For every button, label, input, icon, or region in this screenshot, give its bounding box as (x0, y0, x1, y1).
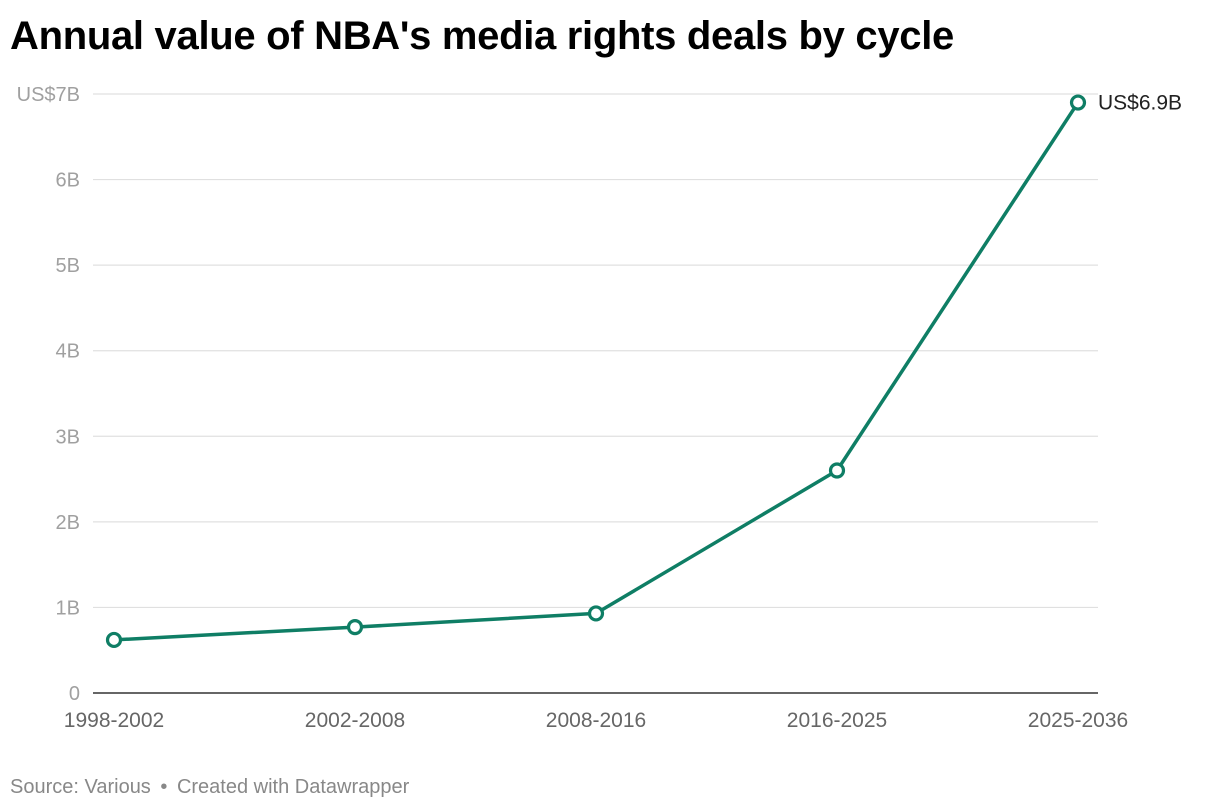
y-tick-label: 1B (56, 597, 80, 619)
y-tick-label: 5B (56, 255, 80, 277)
chart-title: Annual value of NBA's media rights deals… (10, 14, 954, 58)
data-point (587, 605, 605, 622)
x-tick-label: 2016-2025 (787, 709, 887, 732)
y-tick-label: 3B (56, 426, 80, 448)
credit-text: Created with Datawrapper (176, 776, 410, 798)
footer-separator: • (160, 776, 168, 798)
series-line (112, 100, 1080, 642)
source-text: Source: Various (10, 776, 151, 798)
data-points (105, 94, 1087, 649)
y-tick-label: 2B (56, 512, 80, 534)
y-tick-label: 0 (69, 683, 80, 705)
y-tick-label: 6B (56, 170, 80, 192)
data-label: US$6.9B (1098, 92, 1182, 115)
annotations: US$6.9B (1098, 92, 1182, 115)
x-tick-label: 2008-2016 (546, 709, 646, 732)
line-chart: 0 1B 2B 3B 4B 5B 6B US$7B 1998-2002 2002-2008 200… (17, 84, 1182, 732)
x-tick-label: 2025-2036 (1028, 709, 1128, 732)
x-tick-label: 2002-2008 (305, 709, 405, 732)
gridlines (93, 93, 1098, 609)
y-tick-label: 4B (56, 341, 80, 363)
y-tick-label: US$7B (17, 84, 80, 106)
y-axis-tick-labels: 0 1B 2B 3B 4B 5B 6B US$7B (17, 84, 80, 705)
footer: Source: Various • Created with Datawrapp… (10, 774, 409, 800)
data-point (105, 631, 123, 649)
x-axis-tick-labels: 1998-2002 2002-2008 2008-2016 2016-2025 2025… (64, 709, 1128, 732)
x-tick-label: 1998-2002 (64, 709, 164, 732)
data-point (1069, 94, 1087, 111)
data-point (828, 462, 846, 479)
data-point (346, 619, 364, 636)
